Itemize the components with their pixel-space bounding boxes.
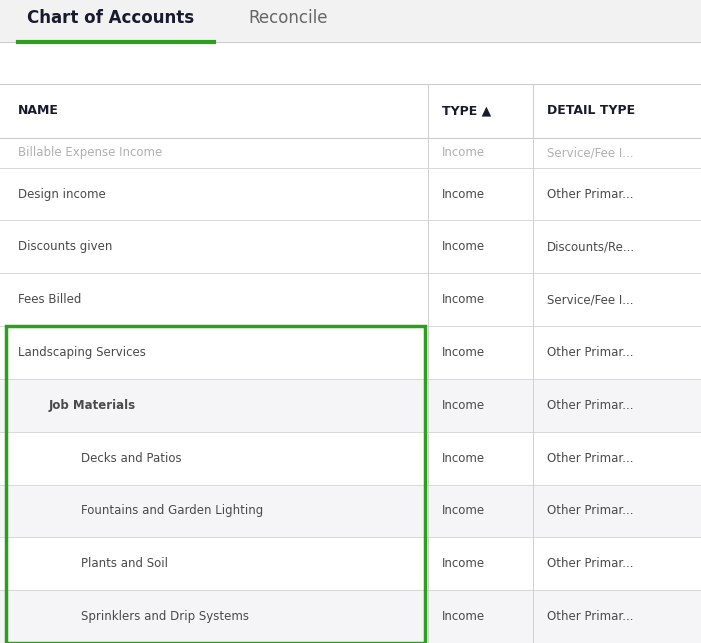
Text: Income: Income bbox=[442, 505, 485, 518]
Text: Other Primar...: Other Primar... bbox=[547, 399, 633, 412]
Bar bbox=[0, 538, 701, 590]
Text: Other Primar...: Other Primar... bbox=[547, 451, 633, 465]
Text: Other Primar...: Other Primar... bbox=[547, 346, 633, 359]
Text: Design income: Design income bbox=[18, 188, 105, 201]
Text: Income: Income bbox=[442, 147, 485, 159]
Text: Reconcile: Reconcile bbox=[249, 9, 328, 26]
Bar bbox=[0, 0, 701, 42]
Text: Other Primar...: Other Primar... bbox=[547, 610, 633, 623]
Text: Service/Fee I...: Service/Fee I... bbox=[547, 147, 633, 159]
Text: Income: Income bbox=[442, 610, 485, 623]
Text: Income: Income bbox=[442, 188, 485, 201]
Bar bbox=[0, 138, 701, 168]
Text: NAME: NAME bbox=[18, 104, 58, 118]
Bar bbox=[0, 485, 701, 538]
Text: Income: Income bbox=[442, 451, 485, 465]
Text: Billable Expense Income: Billable Expense Income bbox=[18, 147, 162, 159]
Text: Service/Fee I...: Service/Fee I... bbox=[547, 293, 633, 306]
Text: Sprinklers and Drip Systems: Sprinklers and Drip Systems bbox=[81, 610, 249, 623]
Text: Income: Income bbox=[442, 557, 485, 570]
Text: Fees Billed: Fees Billed bbox=[18, 293, 81, 306]
Bar bbox=[0, 221, 701, 273]
Text: Chart of Accounts: Chart of Accounts bbox=[27, 9, 193, 26]
Text: Landscaping Services: Landscaping Services bbox=[18, 346, 145, 359]
Text: Income: Income bbox=[442, 399, 485, 412]
Bar bbox=[0, 326, 701, 379]
Text: Fountains and Garden Lighting: Fountains and Garden Lighting bbox=[81, 505, 263, 518]
Text: TYPE ▲: TYPE ▲ bbox=[442, 104, 491, 118]
Text: Income: Income bbox=[442, 346, 485, 359]
Bar bbox=[0, 379, 701, 431]
Text: Decks and Patios: Decks and Patios bbox=[81, 451, 182, 465]
Text: Job Materials: Job Materials bbox=[49, 399, 136, 412]
Bar bbox=[0, 431, 701, 485]
Text: Discounts given: Discounts given bbox=[18, 240, 112, 253]
Text: Other Primar...: Other Primar... bbox=[547, 188, 633, 201]
Text: Plants and Soil: Plants and Soil bbox=[81, 557, 168, 570]
Bar bbox=[0, 590, 701, 643]
Text: Other Primar...: Other Primar... bbox=[547, 557, 633, 570]
Bar bbox=[0, 84, 701, 138]
Bar bbox=[0, 168, 701, 221]
Text: Discounts/Re...: Discounts/Re... bbox=[547, 240, 635, 253]
Text: Income: Income bbox=[442, 293, 485, 306]
Text: DETAIL TYPE: DETAIL TYPE bbox=[547, 104, 635, 118]
Text: Income: Income bbox=[442, 240, 485, 253]
Text: Other Primar...: Other Primar... bbox=[547, 505, 633, 518]
Bar bbox=[0, 273, 701, 326]
